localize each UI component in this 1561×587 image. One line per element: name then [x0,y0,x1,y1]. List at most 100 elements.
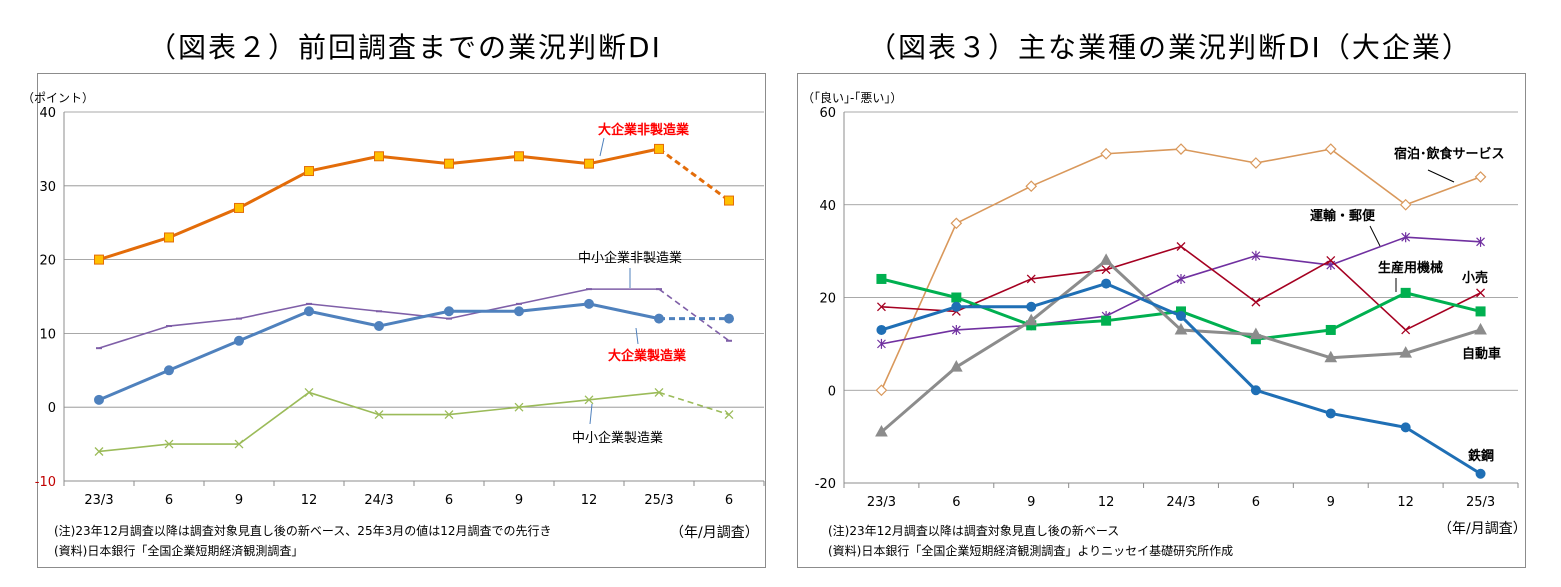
chart-1-series-2-point [164,365,174,376]
chart-2-series-5-point [1250,385,1261,396]
chart-1-series-0-forecast-line [658,147,730,202]
chart-2-series-0-callout [1427,169,1455,183]
chart-1-title: （図表２）前回調査までの業況判断DI [148,31,662,64]
chart-2-series-0-point [875,384,888,397]
chart-1-xtick-label: 9 [235,493,243,508]
chart-1-series-0-label: 大企業非製造業 [598,122,690,138]
chart-2-series-3-label: 生産用機械 [1378,260,1443,276]
chart-1-xtick-label: 6 [165,493,173,508]
chart-2-ytick-label: 20 [819,292,836,307]
chart-2-series-5-point [1101,278,1112,289]
chart-2-series-3-point [1400,287,1411,298]
chart-2-series-5-point [1026,301,1037,312]
chart-2-ytick-label: -20 [815,477,836,492]
chart-1-series-2-line [98,302,660,402]
chart-1-series-0-line [98,147,660,262]
chart-1-xtick-label: 6 [445,493,453,508]
chart-1-series-0-point [164,232,174,243]
chart-1-series-3-point [304,387,314,397]
chart-1-xtick-label: 24/3 [364,493,393,508]
chart-1-series-2-point [234,335,244,346]
chart-2-series-0-point [1025,180,1038,193]
chart-2-series-4-point [949,360,963,372]
chart-2-series-4-point [1399,346,1413,358]
chart-2-series-5-point [951,301,962,312]
chart-1-ytick-label: 0 [48,401,56,416]
chart-2-series-2-point [1401,325,1411,335]
chart-2-series-1-point [1476,236,1485,247]
chart-1-series-3-point [444,410,454,420]
chart-1-series-3-point [724,410,734,420]
chart-2-series-4-point [1024,313,1038,326]
chart-1-xtick-label: 9 [515,493,523,508]
chart-2-series-5-point [1325,408,1336,419]
chart-2-xtick-label: 23/3 [867,495,896,510]
chart-2-source: (資料)日本銀行「全国企業短期経済観測調査」よりニッセイ基礎研究所作成 [828,544,1234,558]
chart-2-series-3-point [876,273,887,284]
chart-2-series-4-line [880,258,1481,434]
chart-2-xtick-label: 9 [1327,495,1335,510]
chart-2-series-2-point [876,302,886,312]
chart-2-series-4-point [1099,253,1113,265]
chart-2-series-5-point [1400,422,1411,433]
chart-1-xtick-label: 6 [725,493,733,508]
chart-1-series-0-point [94,254,104,265]
chart-2-series-0-point [1100,147,1112,160]
chart-1-ylabel: （ポイント） [22,91,94,105]
chart-2-xtick-label: 12 [1397,495,1414,510]
chart-2-series-4-point [1324,350,1338,363]
chart-2-xlabel: （年/月調査） [1438,521,1527,537]
chart-2-series-0-point [1399,198,1412,211]
chart-2-series-1-point [1401,232,1411,243]
chart-1-series-2-label: 大企業製造業 [608,348,687,364]
chart-2-series-0-point [1250,157,1262,169]
chart-1-series-1-forecast-line [658,288,730,342]
chart-1-ytick-label: 40 [39,106,56,121]
chart-1-series-0-point [234,202,244,213]
chart-2-series-2-point [1026,274,1036,284]
chart-1-series-0-point [514,151,524,162]
chart-1-series-1-label: 中小企業非製造業 [578,250,682,266]
chart-1-series-2-point [584,298,594,309]
chart-1-series-3-point [234,439,244,449]
chart-2-series-3-point [951,292,962,303]
chart-2-series-2-point [1176,242,1186,251]
chart-2-series-3-point [1475,306,1486,317]
chart-2-series-2-label: 小売 [1462,270,1488,286]
chart-1-series-1-line [98,288,659,349]
chart-2-series-4-point [1474,322,1487,335]
chart-1-frame: （ポイント） -10 0 10 20 30 40 23/3 6 9 12 24/3 6 9 12 25/3 6 大… [22,73,766,568]
chart-1-series-3-point [514,402,524,412]
chart-2-xtick-label: 6 [1252,495,1260,510]
chart-2-series-0-label: 宿泊･飲食サービス [1394,146,1505,162]
chart-2-ytick-label: 60 [819,106,836,121]
chart-1-ytick-label: 20 [39,254,56,269]
chart-1-series-3-point [94,447,104,456]
chart-1-ytick-label: -10 [35,475,56,490]
chart-2-series-1-callout [1369,225,1381,247]
chart-1-series-3-point [374,410,384,420]
chart-2-series-2-point [1251,297,1261,307]
chart-2-series-1-point [1251,250,1261,261]
chart-1-series-3-point [164,439,174,449]
chart-2-title: （図表３）主な業種の業況判断DI（大企業） [868,31,1472,64]
chart-2-series-4-label: 自動車 [1462,346,1501,362]
chart-1-series-3-forecast-line [658,391,730,416]
chart-2-frame: （｢良い｣-｢悪い｣） -20 0 20 40 60 23/3 6 9 12 24/3 6 9 12 25/… [797,73,1527,568]
chart-1-series-0-point [584,158,594,169]
chart-1-series-3-point [584,395,594,405]
chart-1-series-2-point [724,313,734,324]
chart-1-series-2-point [374,321,384,332]
chart-1-series-0-point [654,143,664,154]
chart-2-series-1-point [951,324,961,335]
chart-1-note: (注)23年12月調査以降は調査対象見直し後の新ベース、25年3月の値は12月調… [54,524,552,538]
chart-1-xtick-label: 23/3 [84,493,113,508]
chart-2-series-3-point [1101,315,1112,326]
chart-2-ylabel: （｢良い｣-｢悪い｣） [802,90,902,105]
chart-1-plot: （ポイント） -10 0 10 20 30 40 23/3 6 9 12 24/3 6 9 12 25/3 6 大… [22,91,765,508]
chart-1-series-0-point [374,151,384,162]
chart-1-ytick-label: 10 [39,327,56,342]
chart-1-series-0-point [304,166,314,177]
chart-1-xtick-label: 12 [581,493,598,508]
chart-2-series-2-point [1101,265,1111,275]
